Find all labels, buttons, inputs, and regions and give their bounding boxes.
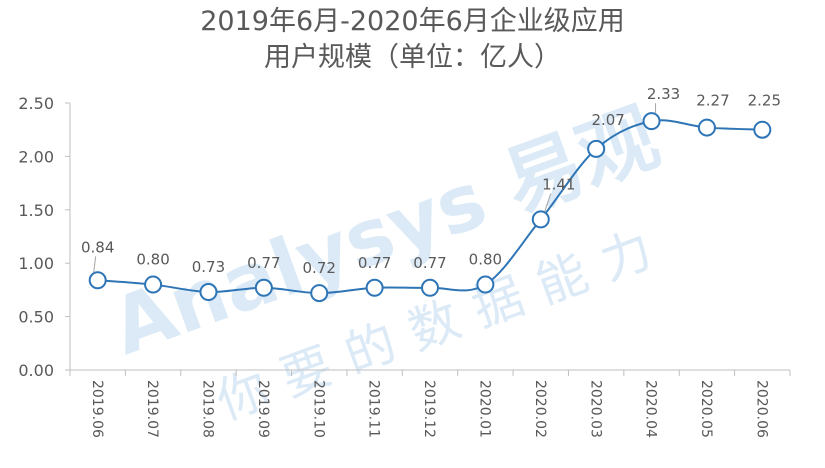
data-point bbox=[753, 120, 772, 139]
data-label: 0.73 bbox=[192, 258, 225, 276]
x-tick-label: 2020.04 bbox=[643, 380, 659, 438]
data-point bbox=[421, 278, 439, 297]
data-point bbox=[254, 278, 273, 297]
y-tick-label: 1.50 bbox=[18, 201, 54, 220]
x-tick-label: 2019.08 bbox=[200, 380, 216, 438]
x-tick-label: 2019.11 bbox=[366, 380, 382, 438]
data-label: 0.80 bbox=[469, 251, 502, 269]
data-label: 1.41 bbox=[542, 175, 575, 193]
x-tick-label: 2019.10 bbox=[310, 380, 326, 438]
leader-line bbox=[93, 256, 97, 273]
y-tick-label: 2.50 bbox=[18, 94, 54, 113]
series-line bbox=[88, 112, 772, 303]
y-tick-label: 0.50 bbox=[18, 308, 54, 327]
axes: 0.00 0.50 1.00 1.50 2.00 2.50 2019.06 2019.07 20… bbox=[18, 94, 791, 438]
data-label: 2.33 bbox=[647, 85, 680, 103]
x-tick-label: 2020.05 bbox=[698, 380, 714, 438]
y-tick-label: 2.00 bbox=[18, 147, 54, 166]
data-point bbox=[365, 278, 384, 297]
data-point bbox=[88, 271, 107, 290]
x-tick-label: 2020.01 bbox=[476, 380, 492, 438]
data-label: 0.80 bbox=[136, 251, 169, 269]
data-label: 0.77 bbox=[358, 254, 391, 272]
chart-title-line-2: 用户规模（单位：亿人） bbox=[264, 42, 561, 73]
data-point bbox=[587, 139, 606, 158]
data-label: 2.07 bbox=[591, 111, 624, 129]
y-tick-label: 1.00 bbox=[18, 254, 54, 273]
data-label: 0.77 bbox=[247, 254, 280, 272]
x-tick-label: 2019.06 bbox=[89, 380, 105, 438]
data-labels: 0.84 0.80 0.73 0.77 0.72 0.77 0.77 0.80 1.41 2.07… bbox=[81, 85, 781, 277]
data-point bbox=[476, 275, 495, 294]
data-point bbox=[199, 283, 218, 302]
data-point bbox=[531, 210, 550, 229]
data-point bbox=[144, 275, 163, 294]
x-tick-label: 2019.07 bbox=[144, 380, 160, 438]
data-label: 2.27 bbox=[696, 92, 729, 110]
data-label: 0.77 bbox=[413, 254, 446, 272]
chart-title-line-1: 2019年6月-2020年6月企业级应用 bbox=[200, 6, 625, 37]
data-label: 0.72 bbox=[303, 259, 336, 277]
x-tick-label: 2020.02 bbox=[532, 380, 548, 438]
x-tick-label: 2020.06 bbox=[753, 380, 769, 438]
y-tick-label: 0.00 bbox=[18, 361, 54, 380]
x-tick-label: 2020.03 bbox=[587, 380, 603, 438]
leader-line bbox=[544, 193, 552, 212]
data-point bbox=[642, 112, 661, 131]
data-label: 0.84 bbox=[81, 238, 114, 256]
data-point bbox=[310, 284, 329, 303]
data-point bbox=[697, 118, 716, 137]
chart-title: 2019年6月-2020年6月企业级应用 用户规模（单位：亿人） bbox=[0, 4, 825, 76]
data-label: 2.25 bbox=[748, 92, 781, 110]
x-tick-label: 2019.09 bbox=[255, 380, 271, 438]
x-tick-label: 2019.12 bbox=[421, 380, 437, 438]
